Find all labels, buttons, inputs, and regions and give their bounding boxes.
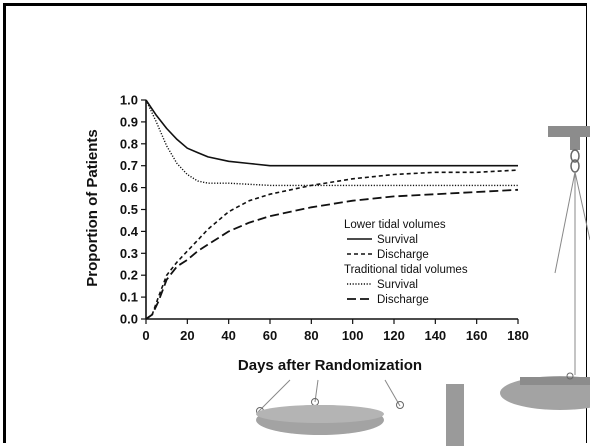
series-line-3 [145,188,519,320]
balance-string [574,171,590,241]
balance-pole [446,384,464,446]
balance-string [257,379,291,413]
balance-pan-left-top [256,405,384,423]
legend-entry-label: Survival [377,234,418,246]
y-tick-label: 1.0 [120,93,138,108]
x-tick-label: 60 [263,328,277,343]
legend-entry-label: Discharge [377,249,429,261]
y-tick-label: 0.5 [120,202,138,217]
x-tick-label: 20 [180,328,194,343]
balance-chain-link [570,149,580,163]
legend-group-heading: Traditional tidal volumes [344,264,468,276]
y-tick-label: 0.7 [120,158,138,173]
x-tick-label: 80 [304,328,318,343]
balance-beam [548,126,590,137]
legend-group-heading: Lower tidal volumes [344,219,446,231]
balance-string [554,171,576,274]
x-tick-label: 40 [221,328,235,343]
axes [141,99,519,324]
balance-pan-right-rim [520,377,590,385]
x-tick-label: 120 [383,328,405,343]
x-tick-label: 140 [424,328,446,343]
x-tick-label: 180 [507,328,529,343]
x-tick-label: 0 [142,328,149,343]
legend-entry-label: Discharge [377,294,429,306]
balance-string [384,379,401,407]
balance-pan-hook [566,372,574,380]
y-tick-label: 0.6 [120,180,138,195]
x-tick-label: 160 [466,328,488,343]
y-tick-label: 0.4 [120,224,139,239]
x-axis-title: Days after Randomization [238,357,422,374]
y-tick-label: 0.8 [120,136,138,151]
series-line-1 [145,169,519,320]
tick-labels: 0 20 40 60 80 100 120 140 160 180 0.0 0.1 0.2 0.3 0.4 0… [120,93,529,344]
legend-entry-label: Survival [377,279,418,291]
y-tick-label: 0.9 [120,114,138,129]
y-tick-label: 0.1 [120,290,138,305]
y-axis-title: Proportion of Patients [84,129,101,287]
y-tick-label: 0.0 [120,312,138,327]
series-lines [145,99,519,320]
y-tick-label: 0.3 [120,246,138,261]
y-tick-label: 0.2 [120,268,138,283]
series-line-2 [145,99,518,187]
balance-pan-hook [396,401,404,409]
balance-beam-post [570,134,580,150]
series-line-0 [145,99,518,167]
legend: Lower tidal volumes Survival Discharge Trad… [344,219,468,306]
x-tick-label: 100 [342,328,364,343]
